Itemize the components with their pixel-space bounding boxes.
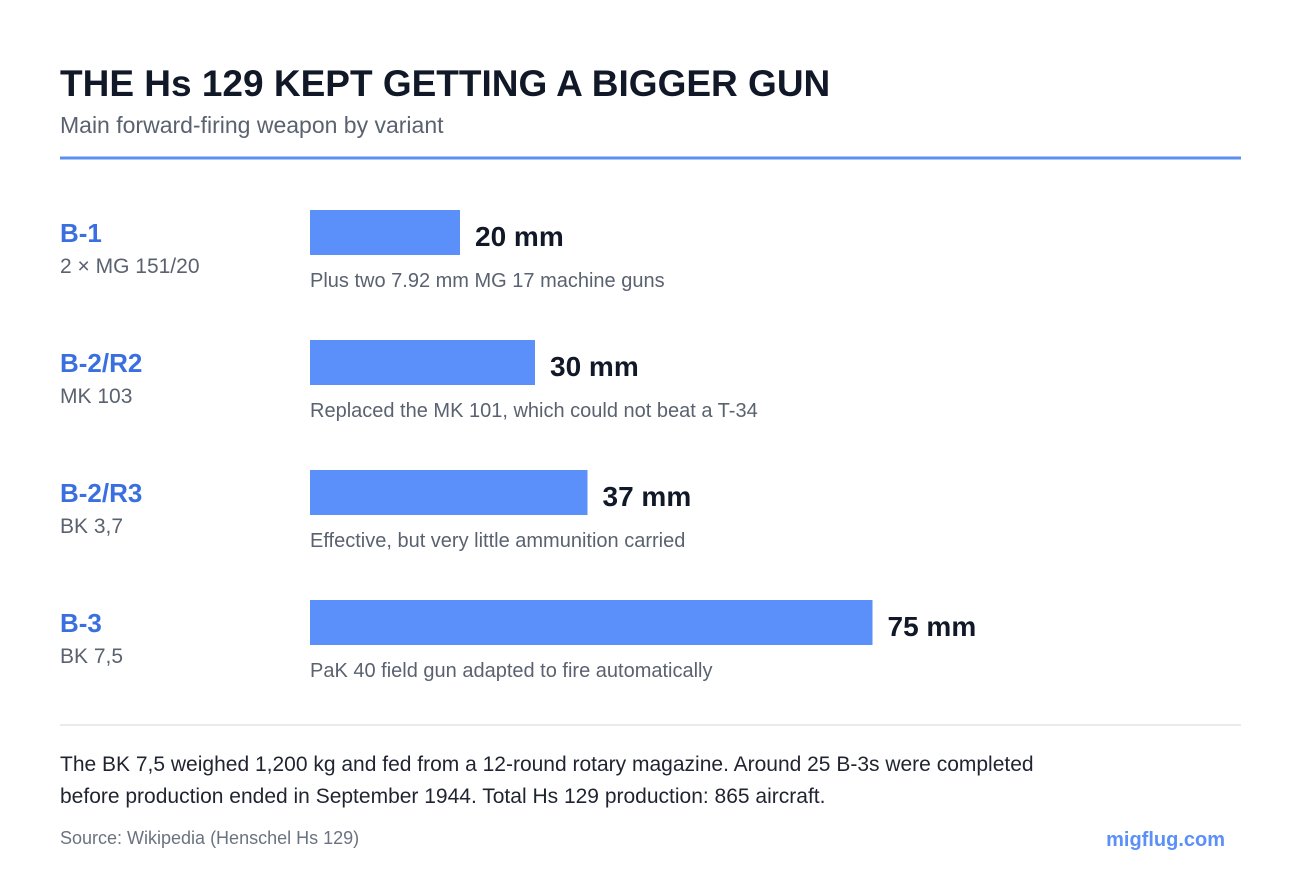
bar-note: Replaced the MK 101, which could not bea… <box>310 400 758 422</box>
bar <box>310 470 588 515</box>
category-sublabel: MK 103 <box>60 385 132 408</box>
footnote-line: The BK 7,5 weighed 1,200 kg and fed from… <box>60 753 1034 776</box>
chart-subtitle: Main forward-firing weapon by variant <box>60 112 444 138</box>
bar-note: PaK 40 field gun adapted to fire automat… <box>310 660 712 682</box>
value-label: 20 mm <box>475 221 564 252</box>
category-sublabel: BK 7,5 <box>60 645 123 668</box>
chart-title: THE Hs 129 KEPT GETTING A BIGGER GUN <box>60 63 830 104</box>
category-label: B-2/R3 <box>60 478 142 508</box>
category-label: B-1 <box>60 218 102 248</box>
value-label: 37 mm <box>603 481 692 512</box>
footnote-line: before production ended in September 194… <box>60 785 825 808</box>
category-sublabel: 2 × MG 151/20 <box>60 255 200 278</box>
bar <box>310 340 535 385</box>
bar <box>310 600 873 645</box>
category-label: B-2/R2 <box>60 348 142 378</box>
value-label: 75 mm <box>888 611 977 642</box>
source: Source: Wikipedia (Henschel Hs 129) <box>60 828 359 848</box>
category-sublabel: BK 3,7 <box>60 515 123 538</box>
bar-note: Effective, but very little ammunition ca… <box>310 530 685 552</box>
value-label: 30 mm <box>550 351 639 382</box>
category-label: B-3 <box>60 608 102 638</box>
brand[interactable]: migflug.com <box>1106 829 1225 851</box>
bar <box>310 210 460 255</box>
bar-note: Plus two 7.92 mm MG 17 machine guns <box>310 270 665 292</box>
